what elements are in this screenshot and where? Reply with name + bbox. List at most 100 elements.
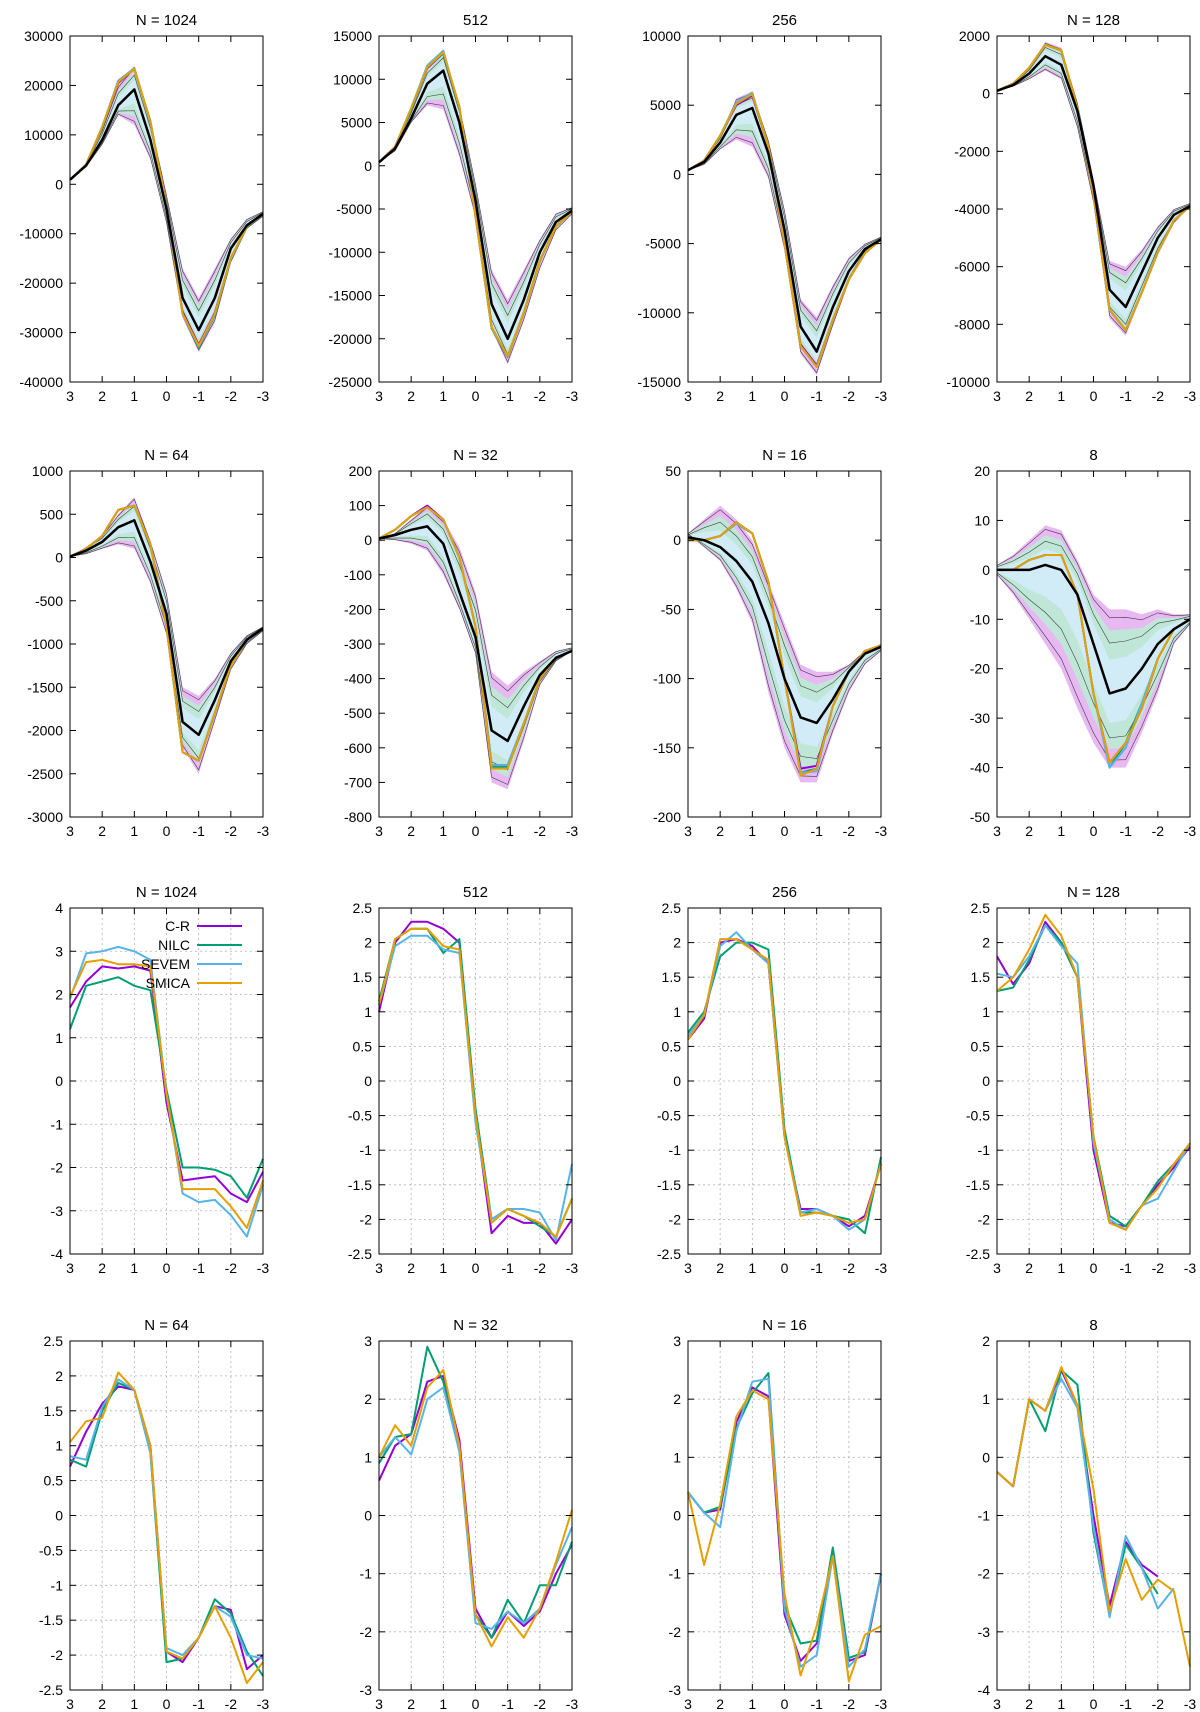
- x-tick-label: 3: [993, 388, 1001, 404]
- y-tick-label: 1: [55, 1438, 63, 1454]
- series-line-smica: [69, 504, 264, 762]
- x-tick-label: 2: [1025, 388, 1033, 404]
- y-tick-label: 2.5: [971, 900, 991, 916]
- y-tick-label: 2: [982, 935, 990, 951]
- x-tick-label: -3: [875, 1696, 888, 1712]
- x-tick-label: -3: [1184, 388, 1197, 404]
- simulation-line: [687, 509, 882, 678]
- y-tick-label: 2: [55, 1368, 63, 1384]
- y-tick-label: 20000: [24, 77, 63, 93]
- simulation-line: [687, 521, 882, 693]
- x-tick-label: 1: [748, 823, 756, 839]
- chart-panel-12: N = 128 2.5 2 1.5 1 0.5 0 -0.5 -1 -1.5 -2 -2.53 2 1 0 -…: [966, 884, 1197, 1276]
- y-tick-label: 5000: [650, 97, 681, 113]
- chart-title: N = 128: [1067, 884, 1120, 901]
- x-tick-label: -1: [192, 1696, 205, 1712]
- x-tick-label: 1: [130, 388, 138, 404]
- x-tick-label: 0: [781, 823, 789, 839]
- y-tick-label: -15000: [328, 288, 372, 304]
- y-tick-label: -0.5: [39, 1542, 63, 1558]
- x-tick-label: 1: [1057, 1260, 1065, 1276]
- y-tick-label: 50: [665, 463, 681, 479]
- series-line-c-r: [378, 920, 573, 1245]
- chart-title: 512: [463, 12, 488, 29]
- x-tick-label: -2: [534, 388, 547, 404]
- y-tick-label: -800: [344, 809, 372, 825]
- y-tick-label: -3: [360, 1682, 373, 1698]
- x-tick-label: 1: [439, 1260, 447, 1276]
- y-tick-label: 2: [364, 935, 372, 951]
- series-line-smica: [687, 938, 882, 1224]
- x-tick-label: 3: [684, 388, 692, 404]
- y-tick-label: -3: [978, 1624, 991, 1640]
- x-tick-label: -3: [875, 823, 888, 839]
- y-tick-label: -1: [978, 1508, 991, 1524]
- y-tick-label: 2.5: [44, 1333, 64, 1349]
- y-tick-label: -20000: [19, 275, 63, 291]
- x-tick-label: 0: [163, 1696, 171, 1712]
- x-tick-label: -2: [1152, 1260, 1165, 1276]
- y-tick-label: -2: [51, 1647, 64, 1663]
- x-tick-label: 1: [439, 1696, 447, 1712]
- y-tick-label: 3: [364, 1333, 372, 1349]
- simulation-line: [69, 67, 264, 302]
- y-tick-label: 2000: [959, 28, 990, 44]
- y-tick-label: -8000: [954, 316, 990, 332]
- y-tick-label: 200: [349, 463, 373, 479]
- y-tick-label: 1.5: [971, 969, 991, 985]
- series-line-smica: [378, 506, 573, 770]
- x-tick-label: 1: [130, 1696, 138, 1712]
- x-tick-label: 3: [66, 823, 74, 839]
- x-tick-label: 2: [407, 1696, 415, 1712]
- simulation-line: [69, 537, 264, 759]
- simulation-line: [378, 513, 573, 709]
- y-tick-label: 1.5: [353, 969, 373, 985]
- y-tick-label: -2000: [954, 143, 990, 159]
- y-tick-label: 0: [673, 1508, 681, 1524]
- simulation-line: [378, 93, 573, 356]
- x-tick-label: -3: [257, 1260, 270, 1276]
- y-tick-label: 0: [982, 1073, 990, 1089]
- legend: C-R NILC SEVEM SMICA: [141, 918, 242, 991]
- simulation-line: [996, 540, 1191, 644]
- x-tick-label: -1: [501, 388, 514, 404]
- y-tick-label: -3: [51, 1203, 64, 1219]
- y-tick-label: -3000: [27, 809, 63, 825]
- x-tick-label: -1: [501, 1696, 514, 1712]
- x-tick-label: 3: [993, 1260, 1001, 1276]
- y-tick-label: -2.5: [966, 1246, 990, 1262]
- x-tick-label: 1: [1057, 1696, 1065, 1712]
- confidence-band-mid: [688, 516, 881, 768]
- y-tick-label: 500: [40, 506, 64, 522]
- y-tick-label: -6000: [954, 259, 990, 275]
- x-tick-label: 2: [98, 823, 106, 839]
- x-tick-label: -3: [566, 1260, 579, 1276]
- series-line-smica: [996, 1366, 1191, 1667]
- y-tick-label: 0: [982, 1449, 990, 1465]
- series-line-smica: [69, 1371, 264, 1684]
- x-tick-label: -3: [566, 823, 579, 839]
- x-tick-label: 0: [163, 1260, 171, 1276]
- y-tick-label: -700: [344, 774, 372, 790]
- y-tick-label: -40000: [19, 374, 63, 390]
- y-tick-label: -0.5: [966, 1108, 990, 1124]
- x-tick-label: -2: [534, 1696, 547, 1712]
- x-tick-label: -2: [225, 388, 238, 404]
- chart-panel-16: 8 2 1 0 -1 -2 -3 -43 2 1 0 -1 -2 -3: [978, 1317, 1197, 1712]
- mean-line: [687, 536, 882, 725]
- y-tick-label: 0: [673, 166, 681, 182]
- y-tick-label: -10: [970, 611, 990, 627]
- series-line-smica: [378, 927, 573, 1238]
- y-tick-label: 2.5: [353, 900, 373, 916]
- y-tick-label: -500: [35, 593, 63, 609]
- x-tick-label: 2: [407, 1260, 415, 1276]
- x-tick-label: 2: [1025, 1260, 1033, 1276]
- confidence-band-inner: [997, 549, 1190, 724]
- y-tick-label: 0: [364, 532, 372, 548]
- y-tick-label: -200: [653, 809, 681, 825]
- y-tick-label: 0.5: [971, 1038, 991, 1054]
- chart-title: N = 64: [144, 447, 189, 464]
